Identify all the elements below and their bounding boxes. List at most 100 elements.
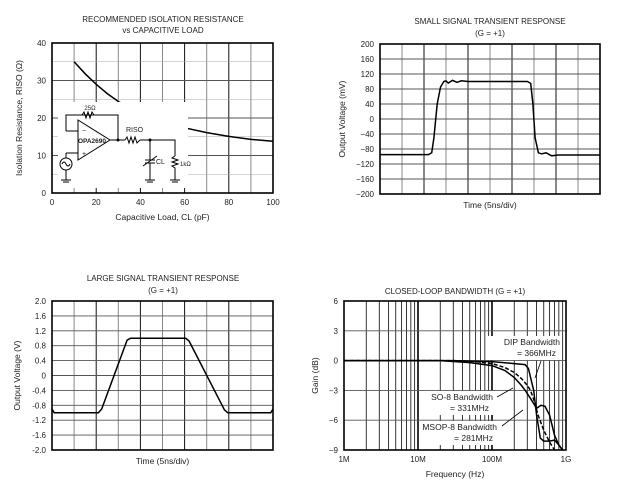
- annotation-background: [421, 391, 495, 415]
- ground-icon: [61, 170, 71, 183]
- y-tick-label: 0: [42, 189, 47, 198]
- x-axis-label: Time (5ns/div): [463, 200, 517, 210]
- inset-label-cl: CL: [156, 159, 165, 166]
- x-tick-label: 0: [50, 198, 55, 207]
- x-tick-label: 60: [180, 198, 189, 207]
- y-tick-label: 3: [334, 327, 339, 336]
- x-axis-label: Capacitive Load, CL (pF): [115, 212, 209, 222]
- y-axis-label: Isolation Resistance, RISO (Ω): [14, 60, 24, 176]
- y-tick-label: −200: [356, 190, 375, 199]
- annotation-value: = 366MHz: [517, 348, 556, 358]
- series-line-vout: [51, 337, 274, 414]
- plot-frame: [51, 42, 274, 194]
- y-tick-label: -1.2: [32, 416, 46, 425]
- chart-2: 200 160 120 80 40 0 −40 −80 −120 −160 −200 SMALL SI…: [337, 17, 601, 210]
- chart-title: RECOMMENDED ISOLATION RESISTANCE: [82, 15, 244, 24]
- y-tick-label: 0: [370, 115, 375, 124]
- annotation-background: [425, 421, 499, 445]
- chart-title: CLOSED-LOOP BANDWIDTH (G = +1): [385, 287, 526, 296]
- x-axis-label: Time (5ns/div): [136, 456, 190, 466]
- series-line-so-8: [344, 359, 556, 451]
- y-tick-label: 0.4: [35, 357, 47, 366]
- annotation-value: = 281MHz: [454, 433, 493, 443]
- inset-label-opamp: OPA2690: [78, 138, 106, 145]
- y-axis-label: Output Voltage (V): [12, 340, 22, 410]
- node-dot: [148, 138, 152, 142]
- chart-title: SMALL SIGNAL TRANSIENT RESPONSE: [414, 17, 565, 26]
- y-tick-label: -2.0: [32, 446, 46, 455]
- y-tick-label: −3: [329, 386, 339, 395]
- resistor-icon: [81, 110, 95, 120]
- x-tick-label: 40: [136, 198, 145, 207]
- y-tick-label: 1.2: [35, 327, 47, 336]
- annotation-background: [488, 336, 562, 360]
- chart-title: LARGE SIGNAL TRANSIENT RESPONSE: [87, 274, 239, 283]
- x-axis-label: Frequency (Hz): [426, 469, 485, 479]
- y-tick-label: 30: [37, 77, 46, 86]
- load-resistor-icon: [170, 155, 180, 183]
- x-tick-label: 20: [92, 198, 101, 207]
- plot-frame: [343, 300, 567, 451]
- x-tick-label: 1G: [561, 455, 572, 464]
- y-tick-label: −120: [356, 160, 375, 169]
- y-tick-label: 0.8: [35, 342, 47, 351]
- y-tick-label: 120: [361, 70, 375, 79]
- y-tick-label: -0.8: [32, 401, 46, 410]
- chart-subtitle: (G = +1): [148, 286, 178, 295]
- y-tick-label: 0: [334, 357, 339, 366]
- y-tick-label: −6: [329, 416, 339, 425]
- y-tick-label: -0.4: [32, 386, 46, 395]
- inset-label-load: 1kΩ: [180, 162, 191, 168]
- x-tick-label: 100M: [482, 455, 502, 464]
- y-tick-label: 1.6: [35, 312, 47, 321]
- y-tick-label: 2.0: [35, 297, 47, 306]
- circuit-inset: 25Ω OPA2690 RISO CL 1kΩ − +: [58, 102, 191, 188]
- annotation-label: DIP Bandwidth: [504, 337, 560, 347]
- annotation-arrow: [501, 409, 524, 427]
- chart-4: 6 3 0 −3 −6 −91M 10M 100M 1G CLOSED-LOOP BANDWIDT…: [310, 287, 571, 479]
- x-tick-label: 10M: [410, 455, 426, 464]
- feedback-wire: [65, 114, 119, 141]
- node-dot: [116, 138, 120, 142]
- x-tick-label: 1M: [338, 455, 349, 464]
- x-tick-label: 80: [224, 198, 233, 207]
- annotation-label: SO-8 Bandwidth: [431, 392, 493, 402]
- series-line-msop-8: [344, 359, 564, 451]
- y-tick-label: 6: [334, 297, 339, 306]
- y-tick-label: −160: [356, 175, 375, 184]
- inset-label-feedback: 25Ω: [84, 106, 96, 112]
- y-tick-label: −80: [360, 145, 374, 154]
- plot-frame: [379, 43, 601, 195]
- chart-1: 0 10 20 30 40 0 20 40 60 80 100 RECOMMENDED ISOLATI…: [14, 15, 280, 222]
- y-tick-label: 20: [37, 114, 46, 123]
- y-tick-label: -1.6: [32, 431, 46, 440]
- chart-subtitle: (G = +1): [475, 29, 505, 38]
- series-line-vout: [380, 79, 600, 157]
- sine-icon: [61, 161, 71, 167]
- y-tick-label: 40: [37, 39, 46, 48]
- x-tick-label: 100: [266, 198, 280, 207]
- y-tick-label: 200: [361, 40, 375, 49]
- inset-sign-plus: +: [82, 151, 86, 158]
- riso-resistor-icon: [124, 135, 141, 145]
- chart-subtitle: vs CAPACITIVE LOAD: [122, 26, 203, 35]
- y-tick-label: 0: [42, 372, 47, 381]
- annotation-value: = 331MHz: [450, 403, 489, 413]
- y-tick-label: 80: [365, 85, 374, 94]
- y-tick-label: −9: [329, 446, 339, 455]
- inset-label-riso: RISO: [126, 127, 144, 134]
- y-axis-label: Gain (dB): [310, 357, 320, 394]
- annotation-arrow: [496, 387, 514, 398]
- annotation-label: MSOP-8 Bandwidth: [422, 422, 497, 432]
- y-tick-label: 10: [37, 152, 46, 161]
- y-tick-label: 160: [361, 55, 375, 64]
- y-axis-label: Output Voltage (mV): [337, 80, 347, 157]
- inset-sign-minus: −: [82, 128, 86, 135]
- series-line-dip: [344, 359, 564, 451]
- y-tick-label: 40: [365, 100, 374, 109]
- y-tick-label: −40: [360, 130, 374, 139]
- chart-3: 2.0 1.6 1.2 0.8 0.4 0 -0.4 -0.8 -1.2 -1.6 -2.0 LARG…: [12, 274, 274, 466]
- plot-frame: [51, 300, 274, 451]
- capacitor-icon: [142, 153, 158, 183]
